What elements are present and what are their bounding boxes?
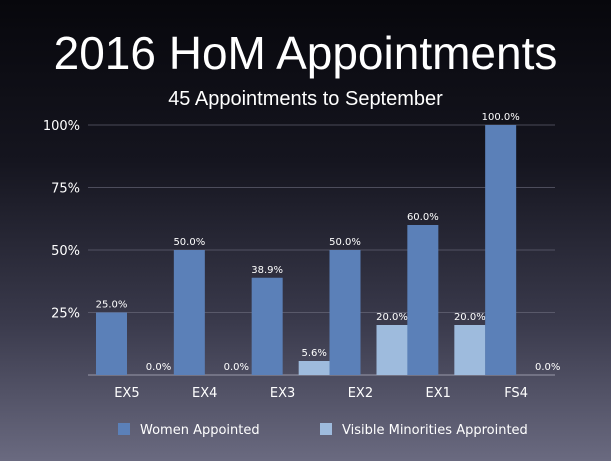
chart-title: 2016 HoM Appointments: [53, 27, 558, 79]
data-label: 0.0%: [535, 362, 560, 373]
legend-swatch: [320, 423, 332, 435]
chart-subtitle: 45 Appointments to September: [168, 88, 443, 110]
bar: [407, 225, 439, 375]
data-label: 25.0%: [96, 300, 128, 311]
data-label: 20.0%: [376, 312, 408, 323]
legend-swatch: [118, 423, 130, 435]
x-tick-label: EX2: [348, 386, 373, 401]
y-tick-label: 100%: [43, 119, 80, 134]
legend-label: Women Appointed: [140, 423, 260, 438]
data-label: 100.0%: [482, 112, 520, 123]
x-tick-label: EX1: [426, 386, 451, 401]
bar: [298, 361, 330, 375]
x-tick-label: EX4: [192, 386, 217, 401]
y-tick-label: 75%: [51, 182, 80, 197]
bar: [454, 325, 486, 375]
legend-label: Visible Minorities Approinted: [342, 423, 528, 438]
bar: [329, 250, 361, 375]
x-tick-label: EX5: [114, 386, 139, 401]
data-label: 38.9%: [251, 265, 283, 276]
bar: [251, 277, 283, 375]
x-tick-label: FS4: [504, 386, 528, 401]
data-label: 5.6%: [301, 348, 326, 359]
y-tick-label: 25%: [51, 307, 80, 322]
data-label: 0.0%: [146, 362, 171, 373]
x-tick-label: EX3: [270, 386, 295, 401]
bar: [485, 125, 517, 375]
data-label: 50.0%: [173, 237, 205, 248]
data-label: 50.0%: [329, 237, 361, 248]
data-label: 20.0%: [454, 312, 486, 323]
bar: [96, 312, 127, 375]
y-tick-label: 50%: [51, 244, 80, 259]
bar: [376, 325, 408, 375]
bar: [173, 250, 205, 375]
data-label: 0.0%: [224, 362, 249, 373]
data-label: 60.0%: [407, 212, 439, 223]
